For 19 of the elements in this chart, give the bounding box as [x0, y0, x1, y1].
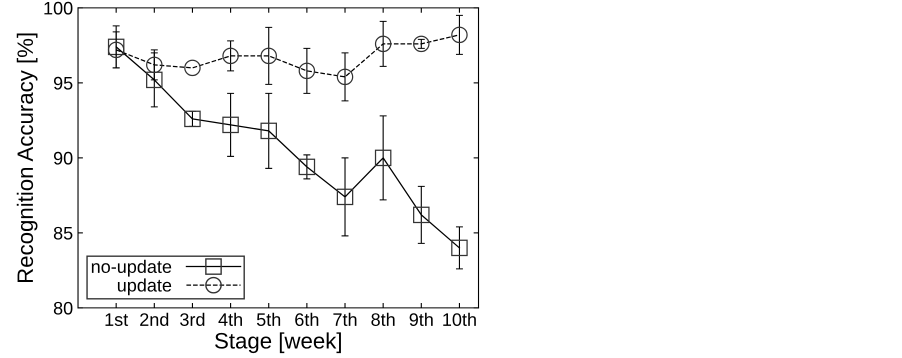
y-tick-label: 90	[54, 152, 72, 165]
x-tick-label: 1st	[106, 313, 128, 326]
y-tick-label: 85	[54, 226, 72, 240]
x-tick-label: 6th	[295, 312, 318, 326]
y-tick-label: 100	[44, 2, 72, 15]
x-tick-label: 5th	[256, 312, 280, 326]
y-axis-title: Recognition Accuracy [%]	[16, 33, 38, 282]
x-tick-label: 8th	[371, 312, 395, 326]
y-tick-label: 95	[54, 76, 72, 90]
legend-label: no-update	[92, 260, 172, 277]
x-tick-label: 10th	[443, 312, 476, 326]
x-tick-label: 4th	[218, 312, 242, 326]
y-tick-label: 80	[54, 302, 72, 315]
x-tick-label: 3rd	[180, 312, 204, 326]
legend-label: update	[118, 278, 172, 296]
x-tick-label: 9th	[410, 312, 433, 326]
x-tick-label: 7th	[333, 312, 356, 326]
x-tick-label: 2nd	[140, 312, 168, 326]
x-axis-title: Stage [week]	[215, 332, 341, 354]
